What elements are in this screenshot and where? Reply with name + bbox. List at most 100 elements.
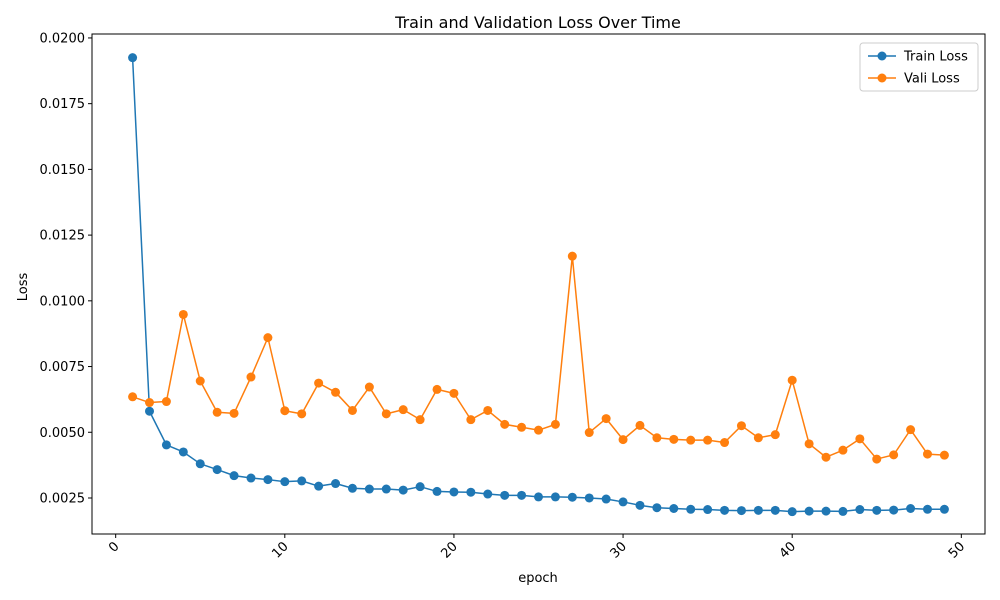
train-loss-point	[483, 489, 493, 499]
train-loss-point	[567, 492, 577, 502]
train-loss-point	[517, 490, 527, 500]
vali-loss-point	[178, 309, 188, 319]
vali-loss-point	[415, 415, 425, 425]
train-loss-point	[736, 506, 746, 516]
train-loss-point	[145, 406, 155, 416]
vali-loss-point	[331, 387, 341, 397]
vali-loss-point	[195, 376, 205, 386]
train-loss-point	[686, 504, 696, 514]
vali-loss-point	[703, 435, 713, 445]
vali-loss-point	[804, 439, 814, 449]
train-loss-point	[500, 490, 510, 500]
train-loss-point	[550, 492, 560, 502]
vali-loss-point	[483, 405, 493, 415]
vali-loss-point	[263, 333, 273, 343]
train-loss-point	[195, 459, 205, 469]
train-loss-point	[922, 504, 932, 514]
train-loss-point	[432, 486, 442, 496]
legend-vali-label: Vali Loss	[904, 72, 960, 87]
train-loss-point	[331, 479, 341, 489]
train-loss-point	[449, 487, 459, 497]
vali-loss-point	[314, 378, 324, 388]
legend-train-label: Train Loss	[903, 50, 968, 65]
train-loss-point	[618, 497, 628, 507]
vali-loss-point	[246, 372, 256, 382]
y-tick-label: 0.0075	[40, 360, 86, 375]
vali-loss-point	[906, 425, 916, 435]
vali-loss-point	[364, 382, 374, 392]
train-loss-point	[652, 503, 662, 513]
vali-loss-point	[534, 425, 543, 435]
vali-loss-point	[584, 428, 594, 438]
vali-loss-point	[753, 433, 763, 443]
vali-loss-point	[601, 414, 611, 424]
train-loss-point	[703, 505, 713, 515]
train-loss-point	[889, 505, 899, 515]
vali-loss-point	[466, 415, 476, 425]
vali-loss-point	[838, 445, 848, 455]
vali-loss-point	[618, 435, 628, 445]
train-loss-point	[601, 494, 611, 504]
train-loss-point	[584, 493, 594, 503]
vali-loss-point	[720, 438, 730, 448]
legend-vali-marker	[877, 73, 887, 83]
vali-loss-point	[922, 449, 932, 459]
vali-loss-point	[398, 405, 408, 415]
vali-loss-point	[567, 251, 577, 261]
vali-loss-point	[212, 407, 222, 417]
train-loss-point	[838, 506, 848, 516]
vali-loss-point	[145, 398, 155, 408]
vali-loss-point	[889, 450, 899, 460]
vali-loss-point	[872, 454, 882, 464]
train-loss-point	[635, 500, 645, 510]
train-loss-point	[212, 465, 222, 475]
vali-loss-point	[161, 397, 171, 407]
vali-loss-point	[770, 430, 780, 440]
train-loss-point	[314, 481, 324, 491]
vali-loss-point	[939, 450, 949, 460]
vali-loss-point	[449, 388, 459, 398]
vali-loss-point	[652, 433, 662, 443]
vali-loss-point	[635, 420, 645, 430]
train-loss-point	[398, 485, 408, 495]
chart-title: Train and Validation Loss Over Time	[394, 13, 681, 32]
train-loss-point	[669, 504, 679, 514]
train-loss-point	[804, 506, 814, 516]
y-axis-ticks: 0.0025 0.0050 0.0075 0.0100 0.0125 0.0150 0.01…	[40, 31, 92, 506]
y-tick-label: 0.0150	[40, 163, 86, 178]
train-loss-point	[280, 477, 290, 487]
x-axis-label: epoch	[518, 571, 558, 586]
train-loss-point	[534, 492, 543, 502]
train-loss-point	[128, 53, 138, 63]
train-loss-point	[415, 482, 425, 492]
train-loss-point	[229, 471, 239, 481]
vali-loss-point	[669, 434, 679, 444]
vali-loss-point	[550, 419, 560, 429]
legend: Train Loss Vali Loss	[859, 42, 979, 92]
vali-loss-point	[821, 452, 831, 462]
train-loss-point	[939, 504, 949, 514]
train-loss-point	[872, 505, 882, 515]
train-loss-point	[347, 483, 357, 493]
train-loss-point	[364, 484, 374, 494]
train-loss-point	[263, 475, 273, 485]
train-loss-point	[753, 505, 763, 515]
vali-loss-point	[787, 375, 797, 385]
vali-loss-point	[229, 408, 239, 418]
train-loss-point	[161, 440, 171, 450]
plot-area-frame	[91, 33, 986, 535]
train-loss-point	[297, 476, 307, 486]
legend-box	[859, 42, 979, 92]
y-tick-label: 0.0125	[40, 229, 86, 244]
vali-loss-point	[500, 419, 510, 429]
y-tick-label: 0.0025	[40, 491, 86, 506]
train-loss-point	[821, 506, 831, 516]
vali-loss-point	[128, 392, 138, 402]
train-loss-point	[770, 505, 780, 515]
y-tick-label: 0.0050	[40, 426, 86, 441]
train-loss-point	[906, 504, 916, 514]
train-loss-point	[720, 505, 730, 515]
vali-loss-point	[736, 421, 746, 431]
